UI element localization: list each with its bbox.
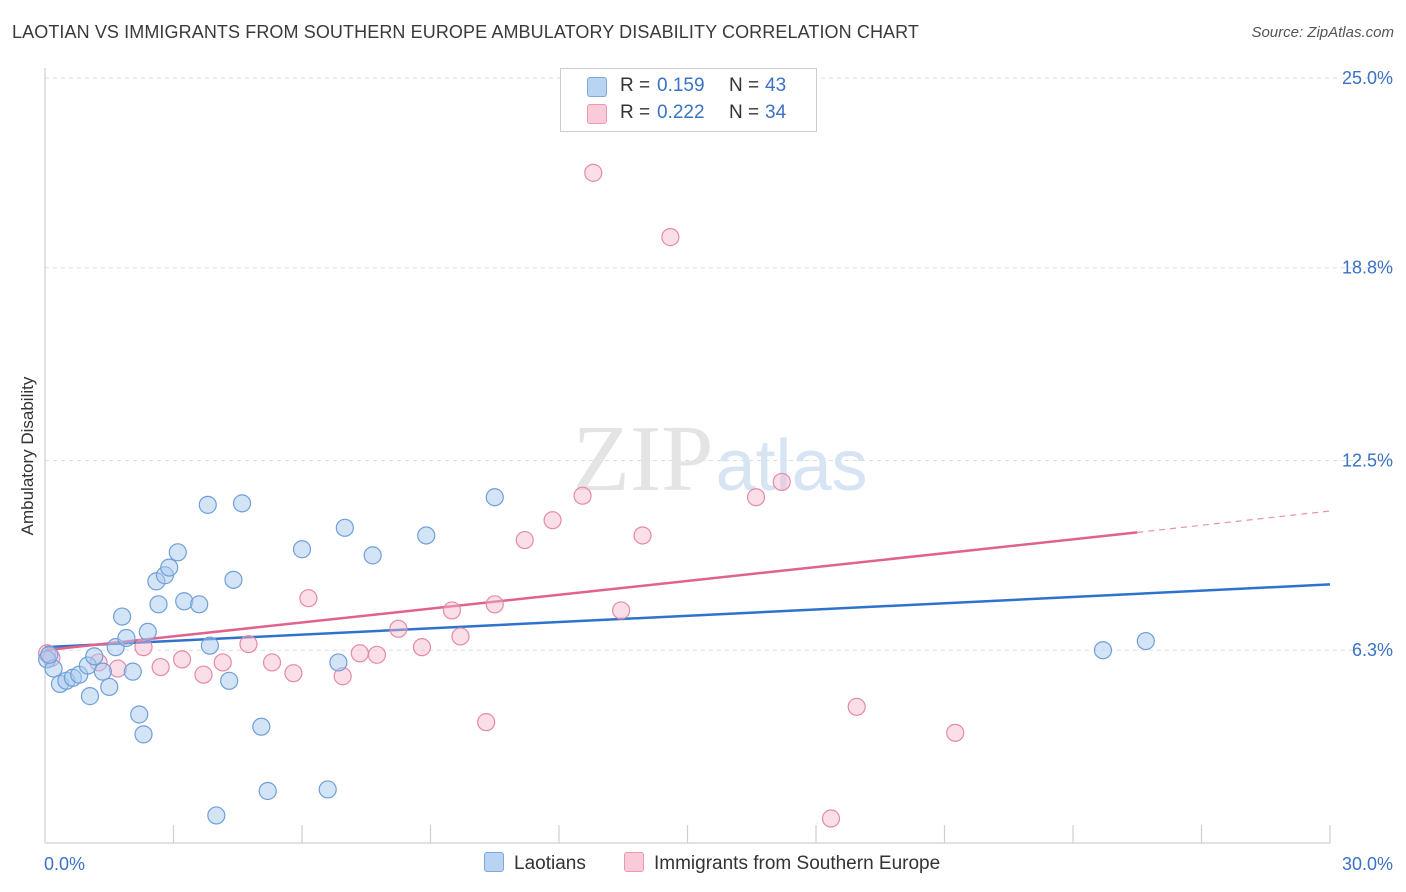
data-point-southern-europe bbox=[515, 530, 534, 550]
data-point-southern-europe bbox=[367, 645, 387, 664]
data-point-southern-europe bbox=[847, 697, 866, 716]
data-point-laotians bbox=[363, 546, 382, 565]
data-point-laotians bbox=[220, 671, 239, 690]
data-points bbox=[38, 163, 1155, 828]
data-point-southern-europe bbox=[821, 809, 841, 828]
data-point-southern-europe bbox=[633, 526, 652, 545]
data-point-southern-europe bbox=[284, 664, 303, 683]
legend-n-label: N = bbox=[729, 75, 760, 96]
data-point-laotians bbox=[134, 725, 153, 744]
data-point-southern-europe bbox=[477, 713, 496, 732]
grid-lines bbox=[45, 77, 1392, 651]
watermark: ZIPatlas bbox=[572, 407, 867, 511]
data-point-southern-europe bbox=[213, 653, 232, 672]
data-point-laotians bbox=[198, 495, 217, 514]
trend-lines bbox=[44, 510, 1331, 652]
data-point-southern-europe bbox=[451, 627, 470, 646]
legend-r-label: R = bbox=[620, 102, 651, 123]
data-point-laotians bbox=[232, 494, 252, 513]
data-point-laotians bbox=[200, 636, 220, 655]
data-point-laotians bbox=[85, 647, 104, 666]
data-point-laotians bbox=[485, 488, 504, 507]
legend-r-value: 0.222 bbox=[657, 102, 705, 123]
data-point-laotians bbox=[112, 607, 132, 626]
data-point-laotians bbox=[335, 518, 354, 537]
data-point-southern-europe bbox=[543, 511, 562, 530]
data-point-southern-europe bbox=[661, 228, 680, 247]
legend-n-label: N = bbox=[729, 102, 760, 123]
chart-title: LAOTIAN VS IMMIGRANTS FROM SOUTHERN EURO… bbox=[12, 22, 920, 42]
data-point-laotians bbox=[93, 662, 112, 681]
data-point-laotians bbox=[117, 628, 136, 648]
data-point-laotians bbox=[40, 645, 59, 664]
data-point-laotians bbox=[160, 558, 179, 577]
series-label-southern-europe: Immigrants from Southern Europe bbox=[654, 853, 941, 874]
data-point-laotians bbox=[207, 806, 226, 825]
legend-r-label: R = bbox=[620, 75, 651, 96]
data-point-southern-europe bbox=[262, 653, 282, 672]
legend-swatch-southern-europe bbox=[587, 104, 607, 124]
trend-line-southern-europe bbox=[44, 531, 1138, 652]
legend-r-value: 0.159 bbox=[657, 75, 705, 96]
legend-swatch-laotians bbox=[587, 77, 607, 97]
data-point-laotians bbox=[130, 705, 149, 724]
y-tick-label: 6.3% bbox=[1352, 640, 1393, 660]
data-point-laotians bbox=[329, 653, 348, 672]
data-point-southern-europe bbox=[134, 638, 153, 657]
data-point-southern-europe bbox=[612, 601, 631, 620]
y-tick-label: 12.5% bbox=[1342, 451, 1393, 471]
data-point-laotians bbox=[417, 526, 436, 545]
data-point-southern-europe bbox=[172, 650, 192, 669]
data-point-laotians bbox=[1093, 641, 1113, 660]
data-point-laotians bbox=[258, 781, 277, 801]
y-tick-label: 18.8% bbox=[1342, 258, 1393, 278]
data-point-southern-europe bbox=[194, 665, 213, 684]
data-point-laotians bbox=[149, 595, 168, 614]
data-point-southern-europe bbox=[239, 634, 258, 654]
data-point-southern-europe bbox=[946, 723, 965, 742]
data-point-southern-europe bbox=[772, 472, 791, 492]
data-point-southern-europe bbox=[151, 657, 170, 677]
trend-line-extension-southern-europe bbox=[1137, 510, 1331, 534]
data-point-southern-europe bbox=[573, 486, 592, 505]
x-tick-label: 30.0% bbox=[1342, 854, 1393, 874]
data-point-laotians bbox=[292, 540, 312, 559]
data-point-laotians bbox=[168, 543, 187, 562]
data-point-laotians bbox=[318, 780, 337, 799]
data-point-laotians bbox=[224, 570, 243, 589]
data-point-laotians bbox=[138, 622, 157, 641]
axes bbox=[44, 68, 1331, 844]
data-point-laotians bbox=[1136, 631, 1155, 651]
legend-n-value: 43 bbox=[765, 75, 787, 96]
data-point-southern-europe bbox=[485, 595, 504, 614]
tick-labels: 6.3% 12.5% 18.8% 25.0% 0.0% 30.0% bbox=[44, 68, 1393, 874]
series-legend-southern-europe: Immigrants from Southern Europe bbox=[624, 852, 940, 875]
data-point-southern-europe bbox=[299, 589, 318, 608]
series-label-laotians: Laotians bbox=[514, 853, 586, 874]
data-point-southern-europe bbox=[350, 644, 369, 663]
legend-n-value: 34 bbox=[765, 102, 787, 123]
data-point-laotians bbox=[123, 662, 142, 681]
series-swatch-southern-europe bbox=[624, 852, 644, 872]
series-swatch-laotians bbox=[484, 852, 504, 872]
data-point-southern-europe bbox=[584, 163, 603, 182]
data-point-southern-europe bbox=[389, 619, 408, 638]
data-point-laotians bbox=[80, 687, 100, 706]
data-point-southern-europe bbox=[412, 638, 432, 657]
data-point-southern-europe bbox=[442, 601, 462, 620]
data-point-laotians bbox=[190, 595, 209, 614]
series-legend-laotians: Laotians bbox=[484, 852, 586, 875]
source-label: Source: ZipAtlas.com bbox=[1251, 24, 1394, 41]
data-point-laotians bbox=[175, 592, 194, 611]
data-point-southern-europe bbox=[746, 488, 766, 507]
data-point-southern-europe bbox=[108, 659, 127, 678]
x-tick-label: 0.0% bbox=[44, 854, 85, 874]
data-point-laotians bbox=[252, 717, 271, 736]
trend-line-laotians bbox=[44, 583, 1331, 649]
data-point-laotians bbox=[100, 677, 119, 697]
y-tick-label: 25.0% bbox=[1342, 68, 1393, 88]
correlation-legend: R = 0.159 N = 43 R = 0.222 N = 34 bbox=[560, 68, 817, 132]
